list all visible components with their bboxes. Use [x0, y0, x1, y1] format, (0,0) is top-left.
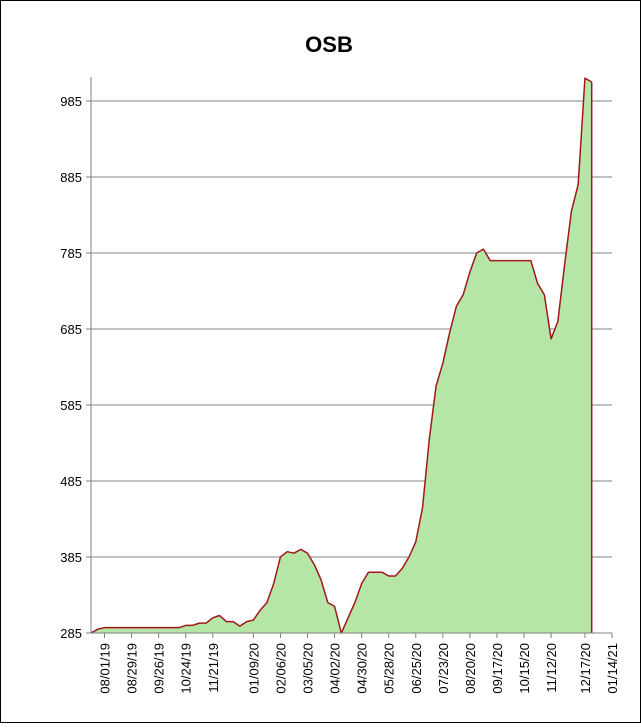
x-tick-label: 04/02/20 — [328, 643, 343, 694]
x-tick-label: 11/21/19 — [206, 643, 221, 693]
x-tick-label: 10/24/19 — [179, 643, 194, 694]
x-tick-label: 10/15/20 — [517, 643, 532, 694]
y-tick-label: 385 — [60, 550, 82, 565]
x-tick-label: 04/30/20 — [355, 643, 370, 694]
x-tick-label: 08/01/19 — [98, 643, 113, 694]
x-tick-label: 01/14/21 — [605, 643, 620, 694]
x-tick-label: 06/25/20 — [409, 643, 424, 694]
x-tick-label: 07/23/20 — [436, 643, 451, 694]
x-tick-label: 08/20/20 — [463, 643, 478, 694]
axes — [90, 77, 612, 634]
x-tick-label: 02/06/20 — [273, 643, 288, 694]
y-axis-ticks: 285 385 485 585 685 785 885 985 — [60, 94, 91, 641]
x-tick-label: 12/17/20 — [578, 643, 593, 694]
x-tick-label: 08/29/19 — [125, 643, 140, 694]
y-tick-label: 685 — [60, 322, 82, 337]
x-tick-label: 09/17/20 — [490, 643, 505, 694]
y-tick-label: 285 — [60, 626, 82, 641]
x-axis-ticks: 08/01/19 08/29/19 09/26/19 10/24/19 11/21/19… — [98, 633, 620, 694]
chart-title: OSB — [305, 32, 353, 57]
x-tick-label: 11/12/20 — [544, 643, 559, 693]
y-tick-label: 485 — [60, 474, 82, 489]
y-tick-label: 585 — [60, 398, 82, 413]
y-tick-label: 785 — [60, 246, 82, 261]
y-tick-label: 885 — [60, 170, 82, 185]
x-tick-label: 01/09/20 — [246, 643, 261, 694]
x-tick-label: 09/26/19 — [152, 643, 167, 694]
x-tick-label: 03/05/20 — [301, 643, 316, 694]
y-tick-label: 985 — [60, 94, 82, 109]
x-tick-label: 05/28/20 — [382, 643, 397, 694]
series-area — [91, 78, 592, 633]
